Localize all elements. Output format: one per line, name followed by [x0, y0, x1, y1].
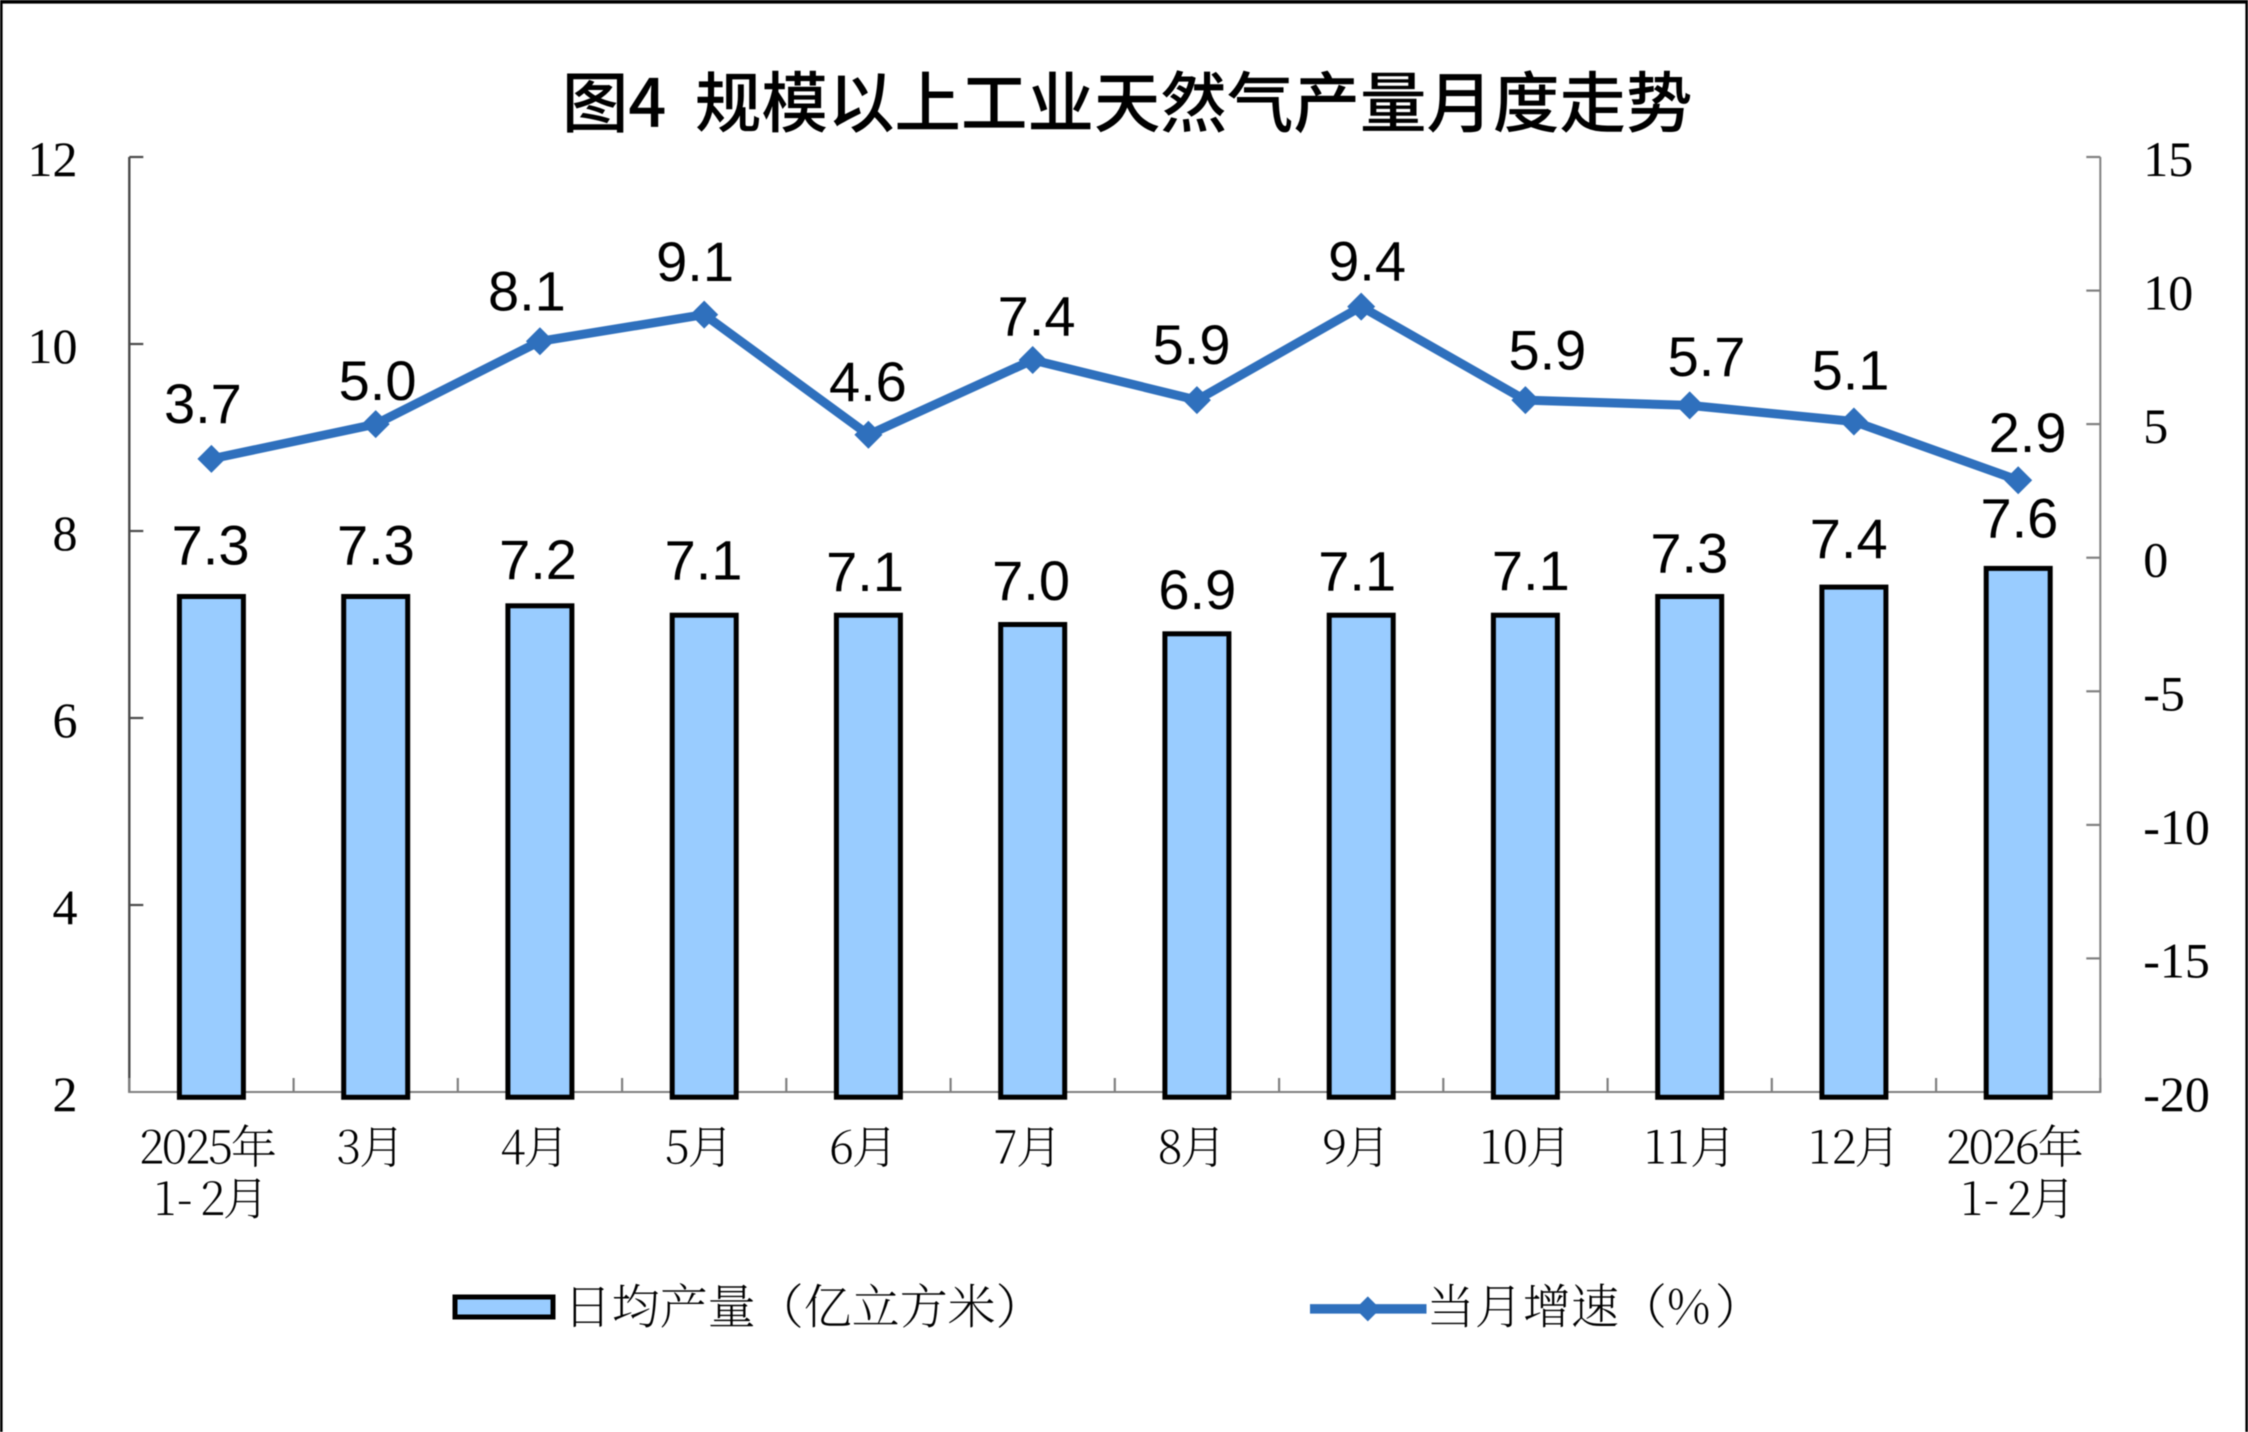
svg-text:-5: -5: [2143, 665, 2185, 721]
svg-text:5.1: 5.1: [1812, 339, 1890, 402]
svg-text:7.3: 7.3: [1650, 522, 1728, 585]
svg-text:8.1: 8.1: [488, 260, 566, 323]
svg-text:10: 10: [2143, 265, 2193, 321]
svg-text:-20: -20: [2143, 1066, 2210, 1122]
svg-text:8: 8: [53, 505, 78, 561]
svg-text:7.1: 7.1: [826, 540, 904, 603]
svg-text:6.9: 6.9: [1158, 558, 1236, 621]
svg-text:7.1: 7.1: [1318, 540, 1396, 603]
svg-text:4.6: 4.6: [829, 350, 907, 413]
svg-text:7.4: 7.4: [1810, 507, 1888, 570]
svg-text:0: 0: [2143, 532, 2168, 588]
svg-text:7.3: 7.3: [337, 513, 415, 576]
svg-text:15: 15: [2143, 131, 2193, 187]
svg-text:7.3: 7.3: [172, 513, 250, 576]
svg-text:7.2: 7.2: [499, 528, 577, 591]
svg-text:7.1: 7.1: [665, 528, 743, 591]
svg-text:3.7: 3.7: [164, 372, 242, 435]
svg-text:5.0: 5.0: [339, 349, 417, 412]
svg-text:7.6: 7.6: [1980, 487, 2058, 550]
svg-text:9.4: 9.4: [1328, 230, 1406, 293]
svg-text:5.9: 5.9: [1508, 318, 1586, 381]
svg-text:9.1: 9.1: [656, 230, 734, 293]
svg-text:7.4: 7.4: [998, 285, 1076, 348]
svg-text:5.9: 5.9: [1153, 313, 1231, 376]
svg-text:2: 2: [53, 1066, 78, 1122]
svg-text:6: 6: [53, 692, 78, 748]
svg-text:7.0: 7.0: [992, 549, 1070, 612]
svg-text:-15: -15: [2143, 932, 2210, 988]
svg-text:7.1: 7.1: [1492, 539, 1570, 602]
svg-text:5: 5: [2143, 398, 2168, 454]
svg-text:-10: -10: [2143, 799, 2210, 855]
svg-text:4: 4: [53, 879, 78, 935]
svg-text:12: 12: [28, 131, 78, 187]
svg-text:5.7: 5.7: [1668, 325, 1746, 388]
svg-text:10: 10: [28, 318, 78, 374]
svg-text:2.9: 2.9: [1989, 401, 2067, 464]
